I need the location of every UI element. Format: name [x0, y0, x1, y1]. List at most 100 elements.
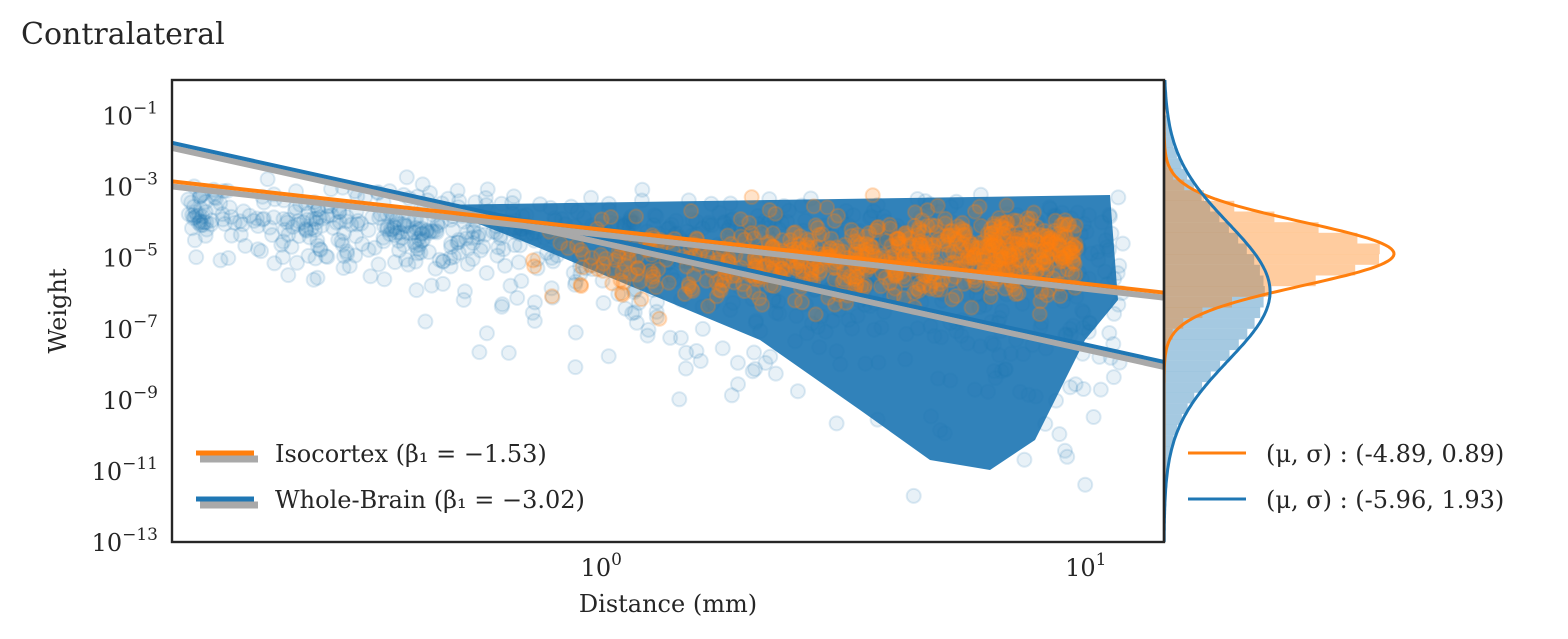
whole-brain-point [993, 363, 1010, 380]
whole-brain-point [784, 261, 801, 278]
whole-brain-point [594, 246, 611, 263]
y-tick-label: 10−9 [102, 383, 158, 415]
isocortex-point [959, 248, 976, 264]
whole-brain-point [569, 203, 586, 220]
isocortex-point [987, 238, 1004, 255]
isocortex-point [956, 226, 973, 243]
isocortex-point [997, 220, 1014, 237]
isocortex-point [1047, 212, 1064, 229]
whole-brain-point [502, 277, 519, 294]
hist-bar [1164, 328, 1173, 340]
whole-brain-point [407, 220, 424, 236]
whole-brain-point [865, 203, 882, 220]
whole-brain-point [397, 251, 414, 268]
isocortex-point [1008, 231, 1025, 248]
whole-brain-point [993, 231, 1010, 247]
whole-brain-point [428, 224, 445, 241]
isocortex-point [987, 234, 1004, 251]
isocortex-point [1001, 245, 1018, 262]
isocortex-point [1053, 250, 1070, 267]
whole-brain-point [223, 208, 240, 225]
whole-brain-point [810, 318, 826, 335]
isocortex-point [992, 251, 1009, 268]
isocortex-point [972, 217, 989, 234]
isocortex-point [983, 220, 999, 237]
whole-brain-point [955, 231, 972, 248]
whole-brain-point [1048, 392, 1064, 409]
isocortex-point [922, 280, 939, 297]
whole-brain-point [383, 221, 399, 237]
isocortex-point [843, 227, 860, 244]
whole-brain-point [392, 224, 409, 241]
isocortex-point [902, 235, 919, 252]
whole-brain-point [851, 223, 868, 240]
whole-brain-point [572, 265, 589, 282]
isocortex-point [1010, 285, 1027, 302]
isocortex-point [811, 226, 828, 243]
isocortex-point [782, 231, 799, 248]
isocortex-point [614, 286, 631, 303]
fit-line-isocortex [172, 179, 1164, 295]
whole-brain-point [770, 293, 787, 310]
whole-brain-point [350, 212, 367, 229]
whole-brain-point [336, 225, 352, 242]
hist-bar [1164, 232, 1239, 244]
whole-brain-point [700, 216, 717, 233]
whole-brain-point [854, 267, 871, 283]
isocortex-point [583, 249, 600, 266]
whole-brain-point [526, 312, 543, 329]
isocortex-point [940, 245, 957, 261]
whole-brain-point [435, 253, 452, 270]
whole-brain-point [639, 327, 656, 344]
isocortex-point [1056, 226, 1073, 243]
isocortex-point [920, 236, 937, 253]
isocortex-point [582, 257, 599, 274]
isocortex-point [971, 198, 988, 215]
hist-legend-entry-whole-brain: (μ, σ) : (-5.96, 1.93) [1188, 486, 1504, 514]
whole-brain-point [768, 304, 785, 321]
isocortex-point [846, 271, 863, 288]
isocortex-point [887, 280, 904, 297]
whole-brain-point [746, 344, 762, 361]
whole-brain-point [873, 225, 890, 242]
whole-brain-point [959, 335, 976, 352]
whole-brain-point [319, 208, 336, 225]
whole-brain-point [287, 203, 303, 220]
isocortex-point [761, 202, 778, 218]
isocortex-point [966, 249, 982, 266]
isocortex-point [1021, 221, 1038, 238]
whole-brain-point [387, 227, 403, 244]
whole-brain-point [449, 234, 466, 251]
whole-brain-point [981, 289, 998, 306]
fit-line-shadow-isocortex [172, 183, 1164, 301]
fit-line-shadow-whole-brain [172, 144, 1164, 370]
isocortex-point [992, 244, 1009, 261]
isocortex-point [1013, 255, 1030, 272]
hist-bar [1164, 264, 1260, 276]
isocortex-point [753, 224, 770, 241]
whole-brain-point [328, 214, 345, 231]
isocortex-point [680, 278, 697, 295]
whole-brain-point [194, 208, 211, 225]
whole-brain-point [804, 315, 820, 332]
whole-brain-point [410, 230, 427, 247]
isocortex-point [1053, 227, 1070, 243]
isocortex-point [1065, 254, 1082, 271]
whole-brain-point [443, 235, 459, 252]
isocortex-point [1027, 232, 1044, 249]
whole-brain-point [1014, 295, 1031, 312]
whole-brain-point [930, 370, 947, 387]
isocortex-point [910, 219, 927, 236]
whole-brain-point [349, 216, 366, 233]
isocortex-point [597, 250, 614, 267]
isocortex-point [1036, 227, 1053, 244]
whole-brain-point [384, 221, 401, 238]
isocortex-point [1032, 226, 1049, 243]
whole-brain-point [935, 286, 952, 303]
whole-brain-point [407, 237, 424, 254]
whole-brain-point [610, 286, 627, 302]
isocortex-point [1053, 217, 1070, 233]
isocortex-point [648, 279, 665, 296]
isocortex-point [1017, 241, 1034, 258]
whole-brain-point [578, 260, 595, 277]
